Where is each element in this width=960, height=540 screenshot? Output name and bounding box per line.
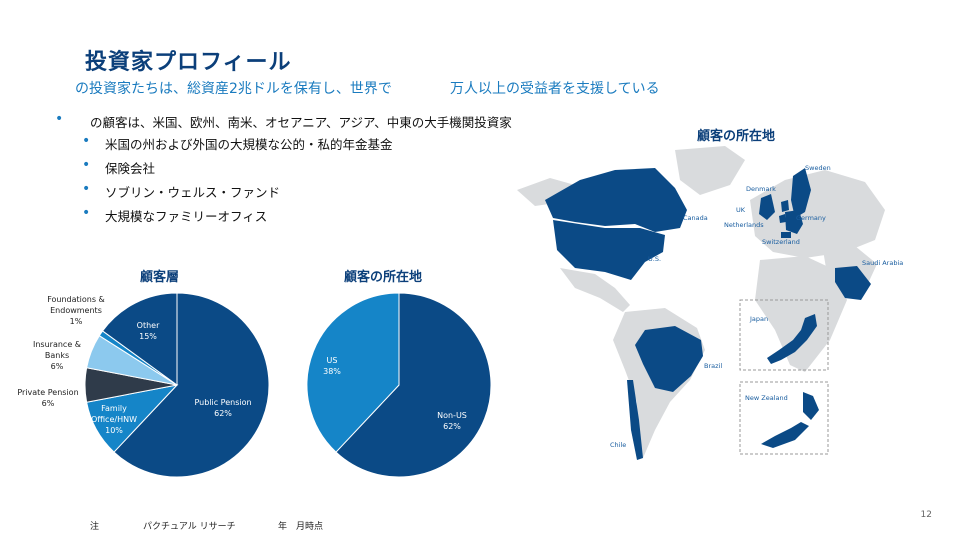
page-title: 投資家プロフィール xyxy=(85,50,292,75)
map-land-uk xyxy=(759,194,775,220)
pie-slice-label: Private Pension 6% xyxy=(17,388,78,408)
footnote-source: パクチュアル リサーチ xyxy=(143,522,236,532)
chart-title-client-location: 顧客の所在地 xyxy=(344,270,423,285)
map-land-sweden xyxy=(791,168,811,218)
map-title: 顧客の所在地 xyxy=(697,129,776,144)
map-label-denmark: Denmark xyxy=(746,185,776,193)
pie-slice-label: Insurance & Banks 6% xyxy=(33,340,81,371)
pie-slice xyxy=(335,292,492,478)
map-land-netherlands xyxy=(779,214,786,223)
pie-slice-label: Public Pension 62% xyxy=(194,398,251,418)
pie-chart-client-location: Non-US 62% US 38% xyxy=(306,292,492,478)
pie-slice-label: Non-US 62% xyxy=(437,411,467,431)
subtitle-part2: 万人以上の受益者を支援している xyxy=(450,81,660,97)
map-land-canada xyxy=(545,168,687,232)
map-label-canada: Canada xyxy=(683,214,708,222)
bullet-main-text: の顧客は、米国、欧州、南米、オセアニア、アジア、中東の大手機関投資家 xyxy=(90,115,512,130)
bullet-dot-icon: • xyxy=(55,111,64,127)
map-land-us xyxy=(553,220,665,280)
bullet-sub-text: 米国の州および外国の大規模な公的・私的年金基金 xyxy=(105,137,393,152)
map-land-chile xyxy=(627,380,643,460)
bullet-sub-text: 保険会社 xyxy=(105,161,156,176)
subtitle-part1: の投資家たちは、総資産2兆ドルを保有し、世界で xyxy=(75,81,392,97)
bullet-dot-icon: • xyxy=(82,133,91,149)
map-label-germany: Germany xyxy=(796,214,826,222)
map-label-netherlands: Netherlands xyxy=(724,221,764,229)
pie-slice-label: Foundations & Endowments 1% xyxy=(47,295,105,326)
chart-title-client-type: 顧客層 xyxy=(140,270,180,285)
map-label-brazil: Brazil xyxy=(704,362,722,370)
bullet-sub-text: ソブリン・ウェルス・ファンド xyxy=(105,185,281,200)
map-land-africa xyxy=(755,256,847,372)
map-label-chile: Chile xyxy=(610,441,626,449)
map-label-new-zealand: New Zealand xyxy=(745,394,788,402)
map-land-new-zealand-north xyxy=(803,392,819,420)
map-label-us: U.S. xyxy=(648,255,661,263)
pie-slice xyxy=(306,292,400,453)
map-label-uk: UK xyxy=(736,206,746,214)
pie-slice xyxy=(113,292,270,478)
footnote-note: 注 xyxy=(90,522,100,532)
pie-slice-label: US 38% xyxy=(323,356,341,376)
map-label-sweden: Sweden xyxy=(805,164,831,172)
map-label-japan: Japan xyxy=(749,315,768,323)
pie-slice xyxy=(101,292,178,386)
world-map: Sweden Denmark UK Germany Netherlands Sw… xyxy=(517,146,903,460)
map-land-greenland xyxy=(675,146,745,195)
pie-slice-label: Other 15% xyxy=(137,321,160,341)
map-land-new-zealand-south xyxy=(761,422,809,448)
bullet-dot-icon: • xyxy=(82,181,91,197)
pie-slice-label: Family Office/HNW 10% xyxy=(91,404,137,435)
map-label-switzerland: Switzerland xyxy=(762,238,800,246)
pie-chart-client-type: Public Pension 62% Family Office/HNW 10% Priv… xyxy=(17,292,270,478)
map-land-mexico xyxy=(560,268,630,312)
map-land-saudi-arabia xyxy=(835,266,871,300)
bullet-dot-icon: • xyxy=(82,157,91,173)
map-land-denmark xyxy=(781,200,789,212)
map-label-saudi-arabia: Saudi Arabia xyxy=(862,259,903,267)
map-land-japan xyxy=(767,314,817,364)
map-inset-japan xyxy=(739,299,829,371)
map-land-brazil xyxy=(635,326,703,392)
map-land-germany xyxy=(785,210,803,234)
page-number: 12 xyxy=(920,510,932,520)
bullet-dot-icon: • xyxy=(82,205,91,221)
footnote-date: 年 月時点 xyxy=(278,522,324,532)
bullet-sub-text: 大規模なファミリーオフィス xyxy=(105,209,268,224)
map-land-switzerland xyxy=(781,232,791,238)
